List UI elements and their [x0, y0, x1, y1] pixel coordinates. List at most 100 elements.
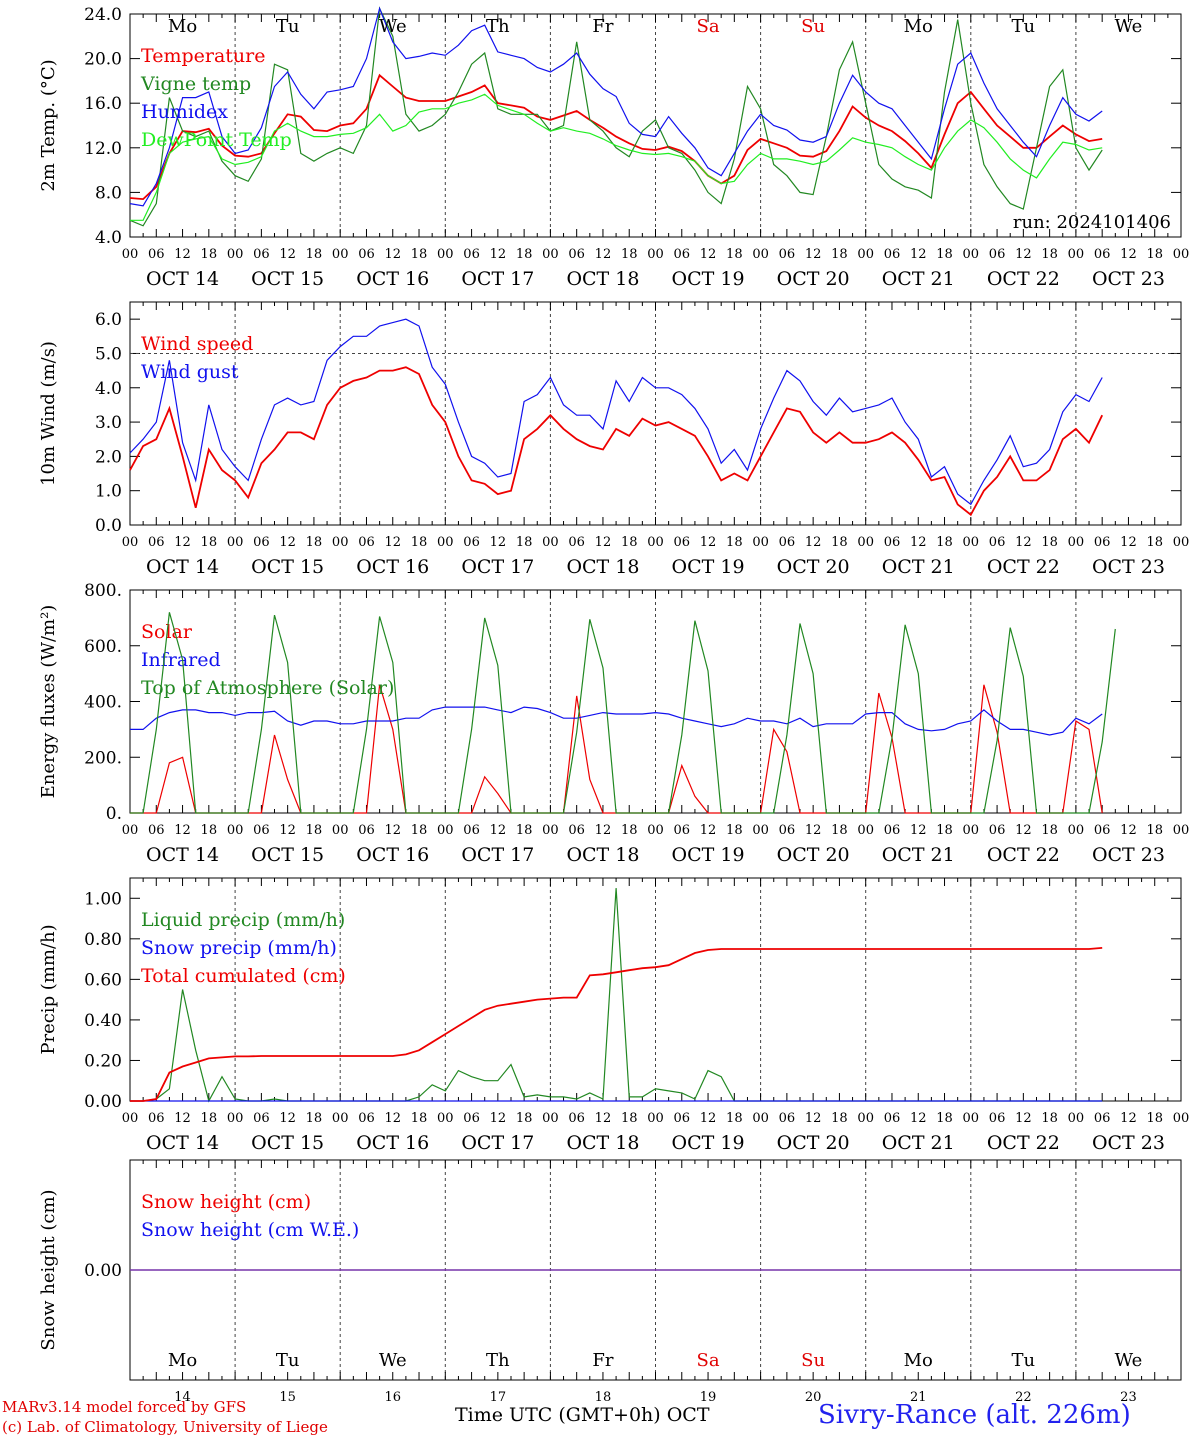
date-label: OCT 20 [777, 1132, 850, 1154]
legend-entry: Wind gust [141, 361, 239, 383]
hour-tick-label: 12 [490, 247, 507, 262]
weekday-label: Fr [592, 1350, 613, 1371]
hour-tick-label: 06 [989, 1111, 1006, 1126]
hour-tick-label: 18 [516, 823, 533, 838]
hour-tick-label: 00 [332, 1111, 349, 1126]
hour-tick-label: 18 [201, 247, 218, 262]
y-axis-label: 2m Temp. (°C) [38, 59, 59, 191]
hour-tick-label: 18 [831, 1111, 848, 1126]
hour-tick-label: 18 [516, 247, 533, 262]
date-label: OCT 19 [672, 556, 745, 578]
hour-tick-label: 18 [831, 247, 848, 262]
hour-tick-label: 06 [358, 823, 375, 838]
date-label: OCT 16 [356, 844, 429, 866]
y-tick-label: 0.0 [95, 516, 122, 536]
weekday-label: We [1115, 1350, 1143, 1371]
hour-tick-label: 00 [1068, 535, 1085, 550]
hour-tick-label: 00 [437, 823, 454, 838]
day-number-label: 21 [910, 1390, 927, 1405]
legend-entry: Temperature [141, 45, 265, 67]
hour-tick-label: 12 [595, 247, 612, 262]
hour-tick-label: 06 [674, 247, 691, 262]
weekday-label: Tu [1012, 1350, 1036, 1371]
date-label: OCT 15 [251, 268, 324, 290]
date-label: OCT 23 [1092, 268, 1165, 290]
weekday-label: Sa [697, 1350, 720, 1371]
hour-tick-label: 06 [674, 535, 691, 550]
hour-tick-label: 12 [1015, 247, 1032, 262]
hour-tick-label: 12 [279, 247, 296, 262]
y-axis-label: 10m Wind (m/s) [38, 341, 59, 486]
y-tick-label: 0.20 [84, 1051, 122, 1071]
hour-tick-label: 18 [201, 535, 218, 550]
hour-tick-label: 18 [1146, 535, 1163, 550]
hour-tick-label: 18 [1041, 535, 1058, 550]
date-label: OCT 17 [461, 556, 534, 578]
hour-tick-label: 00 [857, 1111, 874, 1126]
y-tick-label: 3.0 [95, 413, 122, 433]
legend-entry: Humidex [141, 101, 228, 123]
hour-tick-label: 06 [568, 247, 585, 262]
hour-tick-label: 12 [700, 247, 717, 262]
hour-tick-label: 18 [411, 535, 428, 550]
hour-tick-label: 12 [700, 1111, 717, 1126]
hour-tick-label: 00 [122, 247, 139, 262]
y-tick-label: 0.00 [84, 1261, 122, 1281]
date-label: OCT 14 [146, 268, 219, 290]
day-number-label: 17 [490, 1390, 507, 1405]
legend-entry: Wind speed [141, 333, 253, 355]
day-number-label: 20 [805, 1390, 822, 1405]
date-label: OCT 20 [777, 844, 850, 866]
hour-tick-label: 00 [963, 535, 980, 550]
hour-tick-label: 12 [910, 535, 927, 550]
hour-tick-label: 12 [595, 823, 612, 838]
hour-tick-label: 18 [621, 535, 638, 550]
hour-tick-label: 06 [463, 823, 480, 838]
y-tick-label: 0. [106, 804, 122, 824]
y-tick-label: 1.00 [84, 889, 122, 909]
hour-tick-label: 00 [857, 535, 874, 550]
y-tick-label: 24.0 [84, 5, 122, 25]
hour-tick-label: 06 [884, 1111, 901, 1126]
hour-tick-label: 18 [1146, 247, 1163, 262]
hour-tick-label: 00 [963, 1111, 980, 1126]
date-label: OCT 19 [672, 844, 745, 866]
hour-tick-label: 06 [884, 247, 901, 262]
hour-tick-label: 06 [779, 823, 796, 838]
hour-tick-label: 00 [752, 1111, 769, 1126]
hour-tick-label: 06 [358, 247, 375, 262]
hour-tick-label: 00 [332, 535, 349, 550]
date-label: OCT 14 [146, 844, 219, 866]
y-tick-label: 800. [84, 581, 122, 601]
date-label: OCT 15 [251, 844, 324, 866]
hour-tick-label: 00 [542, 1111, 559, 1126]
hour-tick-label: 18 [621, 823, 638, 838]
hour-tick-label: 12 [595, 1111, 612, 1126]
hour-tick-label: 00 [227, 247, 244, 262]
hour-tick-label: 06 [989, 247, 1006, 262]
weekday-label: Tu [1012, 16, 1036, 37]
hour-tick-label: 12 [384, 535, 401, 550]
hour-tick-label: 12 [384, 247, 401, 262]
hour-tick-label: 18 [201, 823, 218, 838]
hour-tick-label: 12 [805, 247, 822, 262]
run-annotation: run: 2024101406 [1013, 212, 1171, 233]
weekday-label: Th [486, 1350, 510, 1371]
hour-tick-label: 06 [358, 1111, 375, 1126]
panel-snow: 0.00 Snow height (cm) Snow height (cm) Snow… [38, 1159, 1182, 1405]
day-number-label: 15 [279, 1390, 296, 1405]
panel-temperature: 4.0 8.0 12.0 16.0 20.0 24.0 2m Temp. (°C) Tempe… [38, 5, 1189, 290]
hour-tick-label: 12 [174, 247, 191, 262]
series-energy-0 [130, 684, 1103, 814]
weekday-label: We [379, 1350, 407, 1371]
hour-tick-label: 06 [148, 823, 165, 838]
hour-tick-label: 18 [936, 823, 953, 838]
hour-tick-label: 00 [857, 247, 874, 262]
date-label: OCT 18 [566, 1132, 639, 1154]
weekday-label: Fr [592, 16, 613, 37]
weekday-label: We [379, 16, 407, 37]
y-tick-label: 1.0 [95, 482, 122, 502]
y-axis-label: Snow height (cm) [38, 1189, 59, 1350]
hour-tick-label: 06 [989, 823, 1006, 838]
